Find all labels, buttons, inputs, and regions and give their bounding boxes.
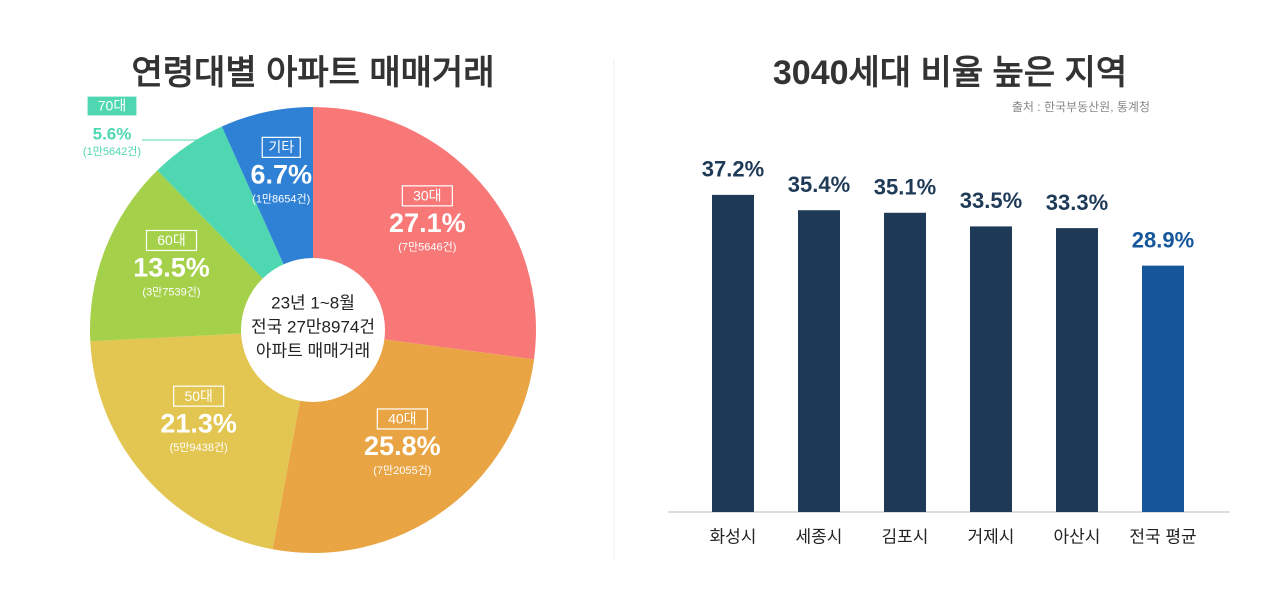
slice-label: 60대	[157, 232, 185, 248]
count-label: (5만9438건)	[170, 441, 228, 454]
count-label: (3만7539건)	[142, 285, 200, 298]
value-label: 5.6%	[93, 124, 132, 143]
bar	[798, 210, 840, 512]
value-label: 33.5%	[960, 188, 1022, 213]
count-label: (1만5642건)	[83, 145, 141, 158]
value-label: 28.9%	[1132, 227, 1194, 252]
slice-label: 50대	[184, 388, 212, 404]
pie-slice	[90, 330, 313, 550]
label-box	[173, 385, 225, 407]
label-box	[86, 95, 138, 117]
bar	[712, 194, 754, 512]
center-text: 23년 1~8월	[271, 293, 355, 312]
donut-hole	[241, 258, 385, 402]
slice-label: 기타	[268, 139, 294, 155]
pie-title: 연령대별 아파트 매매거래	[132, 54, 495, 92]
x-tick-label: 아산시	[1054, 527, 1101, 546]
slice-label: 40대	[388, 411, 416, 427]
value-label: 37.2%	[702, 157, 764, 182]
value-label: 13.5%	[133, 253, 210, 283]
x-tick-label: 화성시	[710, 527, 757, 546]
count-label: (1만8654건)	[252, 192, 310, 205]
center-text: 전국 27만8974건	[251, 317, 375, 336]
label-box	[401, 185, 453, 207]
slice-label: 30대	[413, 188, 441, 204]
label-box	[376, 408, 428, 430]
bar	[1056, 228, 1098, 512]
label-box	[145, 229, 198, 252]
value-label: 27.1%	[389, 208, 466, 238]
source: 출처 : 한국부동산원, 통계청	[1012, 100, 1150, 114]
value-label: 25.8%	[364, 431, 441, 461]
value-label: 33.3%	[1046, 190, 1108, 215]
value-label: 21.3%	[160, 408, 237, 438]
bar	[970, 226, 1012, 512]
bar	[884, 212, 926, 512]
x-tick-label: 김포시	[882, 527, 929, 546]
label-box	[261, 136, 301, 158]
slice-label: 70대	[98, 98, 126, 114]
value-label: 6.7%	[250, 159, 312, 189]
x-tick-label: 세종시	[796, 527, 843, 546]
center-text: 아파트 매매거래	[256, 341, 370, 360]
bar	[1142, 265, 1184, 512]
count-label: (7만2055건)	[373, 464, 431, 477]
bar-title: 3040세대 비율 높은 지역	[773, 54, 1127, 92]
count-label: (7만5646건)	[398, 241, 456, 254]
x-tick-label: 거제시	[968, 527, 1015, 546]
callout	[142, 139, 206, 171]
value-label: 35.1%	[874, 175, 936, 200]
x-tick-label: 전국 평균	[1129, 527, 1196, 546]
value-label: 35.4%	[788, 172, 850, 197]
